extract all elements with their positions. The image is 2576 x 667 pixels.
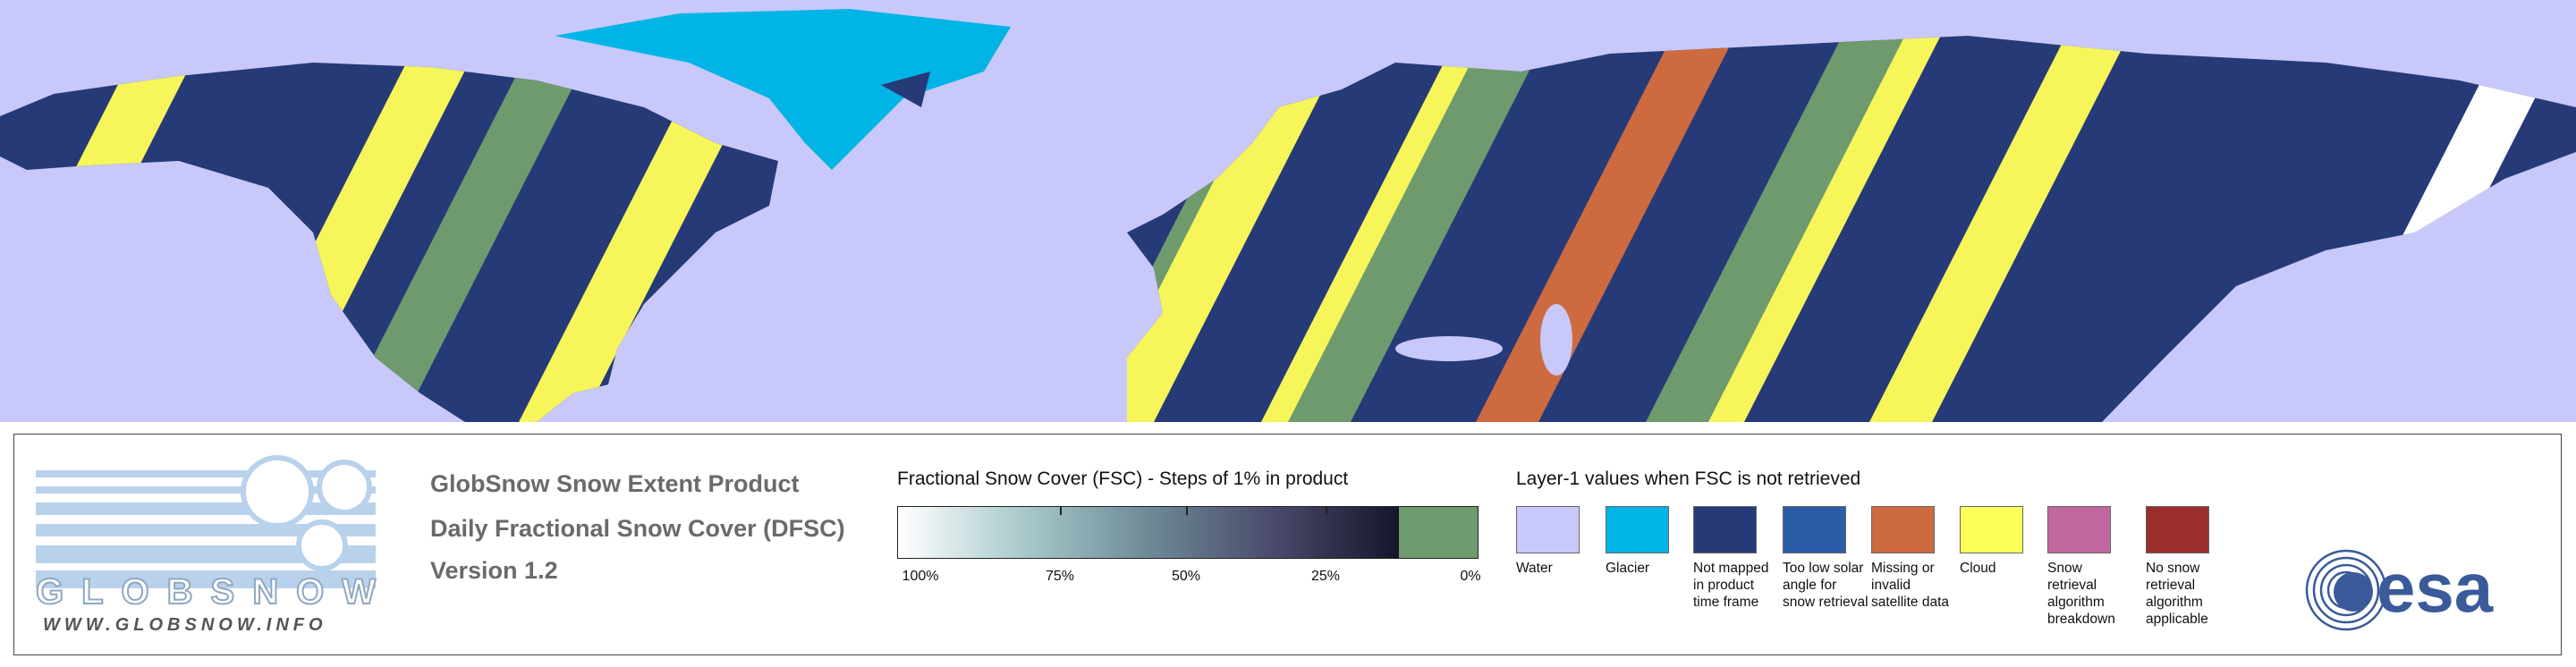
fsc-tick: [1326, 506, 1327, 515]
layer1-legend-title: Layer-1 values when FSC is not retrieved: [1516, 469, 1861, 489]
legend-panel: [13, 434, 2562, 655]
agency-name: esa: [2377, 548, 2494, 627]
swath-band: [1288, 36, 1565, 422]
legend-swatch: [2146, 506, 2209, 553]
legend-label: Glacier: [1606, 561, 1650, 576]
map: [0, 0, 2576, 422]
fsc-tick: [1060, 506, 1062, 515]
legend-label: Missing or invalid satellite data: [1871, 561, 1950, 610]
esa-logo: esa: [2305, 548, 2494, 631]
product-subtitle: Daily Fractional Snow Cover (DFSC): [430, 515, 845, 542]
legend-swatch: [1783, 506, 1846, 553]
fsc-tick-label: 100%: [902, 569, 939, 584]
fsc-not-retrieved: [1399, 507, 1478, 558]
swath-band: [1869, 36, 2147, 422]
logo-graphic: GLOBSNOW WWW.GLOBSNOW.INFO: [36, 455, 377, 635]
legend-swatch: [1693, 506, 1757, 553]
legend-swatch: [2047, 506, 2111, 553]
fsc-tick-label: 0%: [1460, 569, 1481, 584]
legend-swatch: [1606, 506, 1669, 553]
legend-label: Too low solar angle for snow retrieval: [1783, 561, 1868, 610]
fsc-tick: [1186, 506, 1188, 515]
legend-swatch: [1960, 506, 2023, 553]
swath-band: [340, 36, 617, 422]
legend-swatch: [1516, 506, 1580, 553]
swath-band: [1091, 36, 1368, 422]
legend-label: Not mapped in product time frame: [1693, 561, 1769, 610]
fsc-tick-label: 25%: [1310, 569, 1341, 584]
legend-label: No snow retrieval algorithm applicable: [2146, 561, 2208, 627]
fsc-gradient: [898, 507, 1399, 558]
product-title: GlobSnow Snow Extent Product: [430, 470, 800, 497]
fsc-legend-title: Fractional Snow Cover (FSC) - Steps of 1…: [897, 469, 1349, 489]
fsc-tick-label: 75%: [1045, 569, 1075, 584]
legend-label: Water: [1516, 561, 1553, 576]
legend-label: Snow retrieval algorithm breakdown: [2047, 561, 2115, 627]
legend-swatch: [1871, 506, 1935, 553]
fsc-colorbar: [897, 506, 1479, 559]
legend-label: Cloud: [1960, 561, 1996, 576]
fsc-tick-label: 50%: [1171, 569, 1201, 584]
swath-band: [1646, 36, 1923, 422]
logo-url: WWW.GLOBSNOW.INFO: [43, 615, 327, 635]
product-version: Version 1.2: [430, 557, 558, 584]
